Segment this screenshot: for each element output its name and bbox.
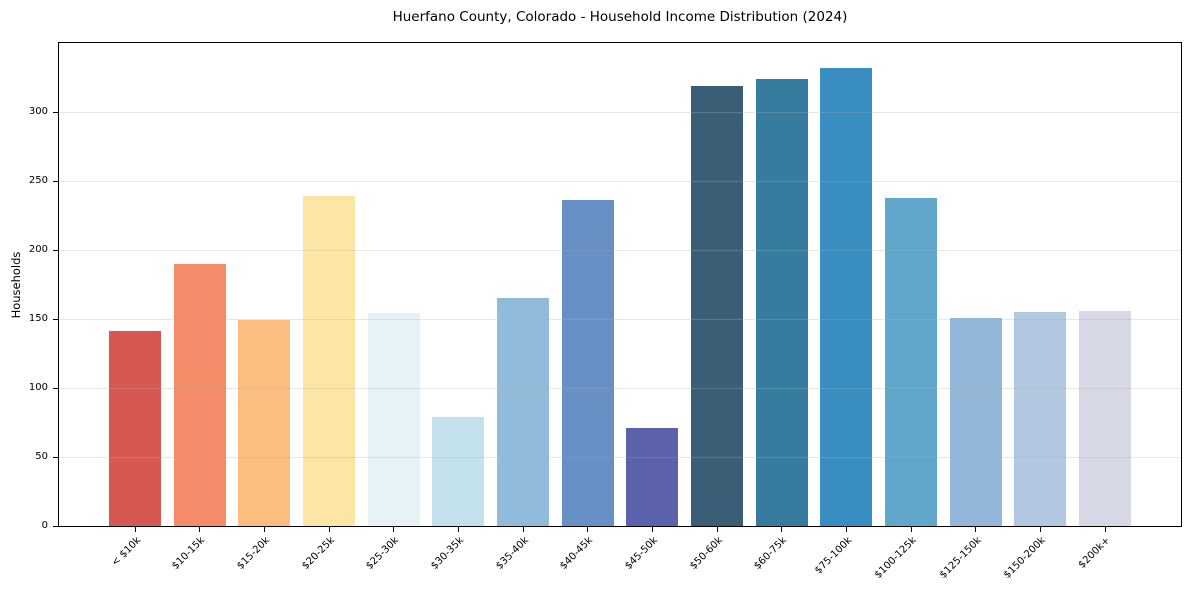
y-tick-mark [53,112,58,113]
bar [303,196,355,526]
y-tick-label: 300 [28,106,48,117]
bars-container [59,43,1181,526]
bar [626,428,679,526]
bar [109,331,161,526]
x-tick-mark [393,527,395,532]
x-tick-mark [263,527,265,532]
y-tick-mark [53,250,58,251]
y-tick-mark [53,319,58,320]
x-tick-label: $60-75k [752,535,790,572]
y-tick-label: 100 [28,382,48,393]
y-tick-label: 0 [41,520,48,531]
x-tick-mark [328,527,330,532]
bar [1014,312,1067,526]
bar [885,197,937,526]
y-tick-mark [53,388,58,389]
bar [238,320,291,526]
y-tick-mark [53,457,58,458]
bar [1079,310,1131,526]
x-tick-label: $50-60k [687,535,725,572]
x-tick-label: $35-40k [493,535,531,572]
y-axis-label: Households [9,251,23,319]
bar [691,85,743,526]
x-tick-mark [716,527,718,532]
x-tick-label: $125-150k [937,535,984,581]
x-tick-label: $20-25k [299,535,337,572]
x-tick-mark [1104,527,1106,532]
x-tick-label: $75-100k [812,535,855,577]
x-tick-mark [457,527,459,532]
x-tick-mark [781,527,783,532]
x-tick-mark [199,527,201,532]
x-tick-label: $30-35k [429,535,467,572]
x-tick-label: $45-50k [623,535,661,572]
x-tick-label: < $10k [109,535,143,569]
bar [173,263,226,526]
x-tick-mark [587,527,589,532]
x-tick-label: $15-20k [235,535,273,572]
bar [949,317,1002,526]
x-tick-label: $100-125k [872,535,919,581]
chart-title: Huerfano County, Colorado - Household In… [392,9,848,25]
bar [755,78,808,526]
y-tick-label: 200 [28,244,48,255]
x-tick-mark [134,527,136,532]
y-tick-mark [53,181,58,182]
y-tick-mark [53,526,58,527]
x-tick-label: $150-200k [1002,535,1049,581]
x-tick-mark [651,527,653,532]
y-tick-label: 250 [28,175,48,186]
x-tick-label: $200k+ [1076,535,1113,571]
bar [820,67,873,526]
bar [497,298,549,526]
x-tick-label: $40-45k [558,535,596,572]
x-tick-label: $25-30k [364,535,402,572]
x-tick-mark [910,527,912,532]
x-tick-mark [975,527,977,532]
y-tick-label: 50 [35,451,48,462]
x-tick-mark [845,527,847,532]
plot-area [58,42,1182,527]
x-tick-mark [1039,527,1041,532]
x-tick-mark [522,527,524,532]
y-tick-label: 150 [28,313,48,324]
bar [367,313,420,526]
bar [432,416,485,526]
x-tick-label: $10-15k [170,535,208,572]
bar [561,200,614,526]
